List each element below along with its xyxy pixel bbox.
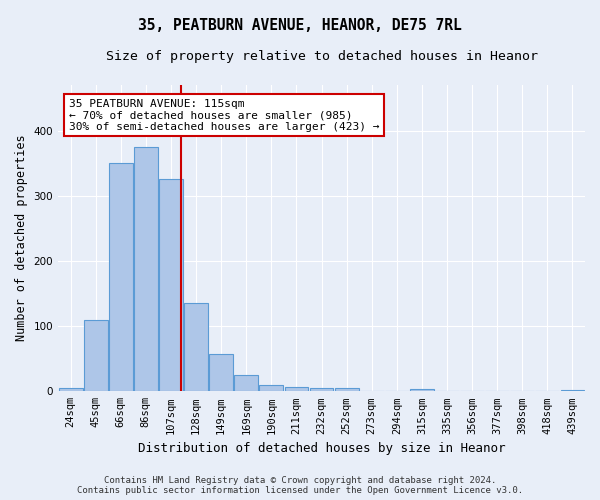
- Bar: [460, 390, 484, 392]
- Bar: [335, 388, 359, 392]
- Bar: [560, 390, 584, 392]
- Bar: [235, 375, 258, 392]
- Bar: [310, 388, 334, 392]
- Text: 35, PEATBURN AVENUE, HEANOR, DE75 7RL: 35, PEATBURN AVENUE, HEANOR, DE75 7RL: [138, 18, 462, 32]
- Bar: [209, 354, 233, 392]
- Bar: [59, 388, 83, 392]
- Bar: [84, 320, 107, 392]
- Bar: [535, 390, 559, 392]
- Bar: [435, 390, 459, 392]
- X-axis label: Distribution of detached houses by size in Heanor: Distribution of detached houses by size …: [138, 442, 505, 455]
- Bar: [410, 388, 434, 392]
- Text: 35 PEATBURN AVENUE: 115sqm
← 70% of detached houses are smaller (985)
30% of sem: 35 PEATBURN AVENUE: 115sqm ← 70% of deta…: [68, 99, 379, 132]
- Bar: [511, 390, 534, 392]
- Y-axis label: Number of detached properties: Number of detached properties: [15, 135, 28, 342]
- Bar: [284, 386, 308, 392]
- Bar: [159, 180, 183, 392]
- Bar: [184, 304, 208, 392]
- Title: Size of property relative to detached houses in Heanor: Size of property relative to detached ho…: [106, 50, 538, 63]
- Bar: [385, 390, 409, 392]
- Bar: [134, 147, 158, 392]
- Bar: [485, 390, 509, 392]
- Bar: [259, 385, 283, 392]
- Text: Contains HM Land Registry data © Crown copyright and database right 2024.
Contai: Contains HM Land Registry data © Crown c…: [77, 476, 523, 495]
- Bar: [109, 163, 133, 392]
- Bar: [360, 390, 383, 392]
